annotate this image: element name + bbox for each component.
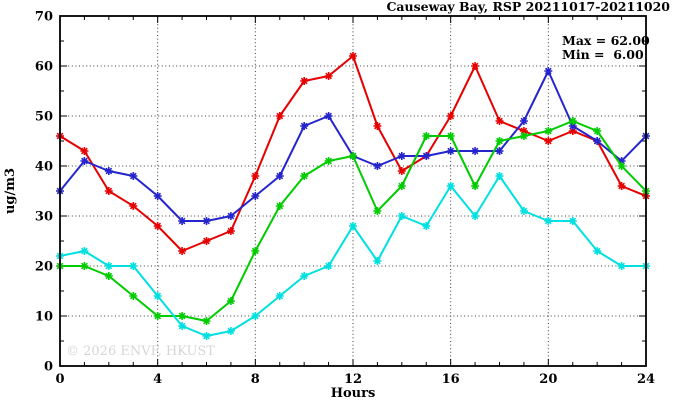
x-tick-label: 16	[442, 372, 460, 387]
x-axis-label: Hours	[331, 386, 376, 401]
data-series	[56, 52, 650, 340]
y-tick-label: 40	[35, 160, 53, 175]
plot-frame	[59, 15, 647, 367]
x-tick-label: 20	[539, 372, 557, 387]
y-tick-label: 0	[44, 360, 53, 375]
y-tick-label: 50	[35, 110, 53, 125]
x-tick-label: 8	[251, 372, 260, 387]
legend-max-label: Max = 62.00	[562, 33, 650, 48]
y-tick-label: 30	[35, 210, 53, 225]
y-tick-label: 70	[35, 10, 53, 25]
axis-ticks	[59, 15, 647, 367]
y-tick-label: 20	[35, 260, 53, 275]
y-tick-label: 60	[35, 60, 53, 75]
watermark: © 2026 ENVF, HKUST	[66, 344, 215, 359]
x-tick-label: 24	[637, 372, 655, 387]
series-cyan-line	[59, 175, 646, 337]
gridlines	[61, 17, 645, 365]
chart-title: Causeway Bay, RSP 20211017-20211020	[386, 0, 670, 14]
axis-tick-labels: 0 10 20 30 40 50 60 70 0 4 8 12 16 20 24	[35, 10, 655, 388]
x-tick-label: 12	[344, 372, 362, 387]
legend-min-label: Min = 6.00	[562, 47, 644, 62]
x-tick-label: 4	[153, 372, 162, 387]
y-tick-label: 10	[35, 310, 53, 325]
x-tick-label: 0	[55, 372, 64, 387]
y-axis-label: ug/m3	[3, 168, 18, 214]
